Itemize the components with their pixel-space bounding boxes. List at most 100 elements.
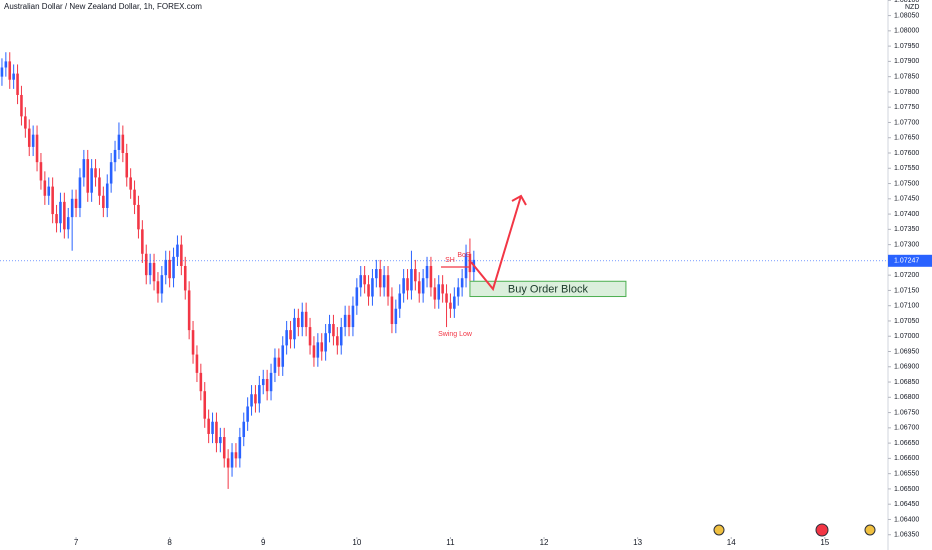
y-tick-label: 1.07050 [894, 318, 919, 325]
y-tick-label: 1.07100 [894, 303, 919, 310]
event-icon[interactable] [815, 523, 829, 537]
candle-body [363, 275, 366, 285]
x-tick-label: 12 [540, 538, 549, 547]
y-tick-label: 1.07000 [894, 333, 919, 340]
candle-body [449, 302, 452, 309]
candle-body [187, 290, 191, 331]
candle-body [215, 421, 218, 444]
candle-body [406, 278, 409, 291]
candle-body [320, 342, 324, 352]
candle-body [129, 177, 132, 190]
candle-body [113, 149, 117, 163]
candle-body [254, 394, 257, 404]
sh-label: SH [445, 257, 455, 264]
candle-body [312, 345, 316, 358]
candle-body [293, 317, 296, 340]
candle-body [35, 134, 39, 163]
candle-body [55, 214, 58, 224]
candle-body [16, 73, 19, 95]
y-tick-label: 1.06800 [894, 394, 919, 401]
candle-body [316, 342, 320, 358]
y-tick-label: 1.06500 [894, 486, 919, 493]
candle-body [308, 327, 312, 346]
candle-body [203, 391, 207, 419]
candle-body [425, 265, 429, 279]
candle-body [191, 330, 195, 355]
candle-body [230, 452, 234, 468]
candle-body [456, 287, 460, 297]
candle-body [375, 269, 378, 279]
candle-body [261, 378, 265, 386]
candle-body [300, 311, 304, 328]
y-tick-label: 1.06950 [894, 348, 919, 355]
candle-body [82, 159, 86, 178]
candle-body [453, 296, 456, 309]
candle-body [238, 437, 242, 459]
candle-body [66, 217, 70, 230]
last-price-box [888, 254, 932, 267]
candle-body [242, 421, 246, 438]
candle-body [176, 244, 179, 257]
candle-body [219, 437, 222, 444]
candle-body [70, 198, 74, 218]
candle-body [51, 186, 54, 215]
event-icon[interactable] [864, 524, 876, 536]
y-tick-label: 1.07400 [894, 211, 919, 218]
candle-body [20, 94, 23, 117]
candle-body [47, 186, 51, 196]
y-tick-label: 1.06600 [894, 455, 919, 462]
candle-body [273, 357, 277, 373]
y-tick-label: 1.06700 [894, 425, 919, 432]
y-tick-label: 1.07700 [894, 119, 919, 126]
candle-body [141, 229, 144, 254]
candle-body [222, 437, 226, 459]
candle-body [445, 293, 448, 303]
y-tick-label: 1.07950 [894, 43, 919, 50]
candle-body [59, 201, 62, 224]
candle-body [433, 287, 437, 300]
candle-body [250, 394, 253, 407]
candle-body [164, 259, 168, 276]
candle-body [386, 275, 390, 297]
candle-body [74, 198, 78, 208]
candle-body [183, 265, 187, 291]
candle-body [421, 278, 425, 294]
candle-body [460, 278, 464, 288]
candle-body [156, 281, 160, 294]
candle-body [417, 281, 421, 294]
candle-body [148, 262, 152, 276]
candle-body [86, 159, 90, 193]
candle-body [121, 134, 125, 153]
arrow-head [511, 194, 527, 206]
event-icon[interactable] [713, 524, 725, 536]
candle-body [410, 269, 413, 291]
candle-body [24, 116, 27, 129]
y-tick-label: 1.06400 [894, 516, 919, 523]
last-price-label: 1.07247 [894, 258, 919, 265]
candle-body [211, 421, 214, 434]
candle-body [160, 275, 164, 294]
y-tick-label: 1.07450 [894, 196, 919, 203]
candle-body [289, 330, 292, 340]
currency-label: NZD [905, 4, 919, 11]
candle-body [199, 372, 203, 392]
candle-body [304, 311, 308, 328]
candle-body [207, 418, 210, 434]
y-tick-label: 1.08100 [894, 0, 919, 4]
candle-body [98, 177, 101, 196]
x-tick-label: 9 [261, 538, 266, 547]
y-tick-label: 1.07300 [894, 241, 919, 248]
candle-body [382, 275, 386, 288]
x-tick-label: 15 [820, 538, 829, 547]
candle-body [90, 168, 93, 193]
y-tick-label: 1.07500 [894, 180, 919, 187]
candle-body [152, 262, 156, 282]
candle-body [109, 162, 113, 184]
candle-body [378, 269, 382, 288]
candle-body [102, 195, 105, 208]
candle-body [285, 330, 288, 346]
candle-body [347, 314, 351, 328]
y-tick-label: 1.07600 [894, 150, 919, 157]
